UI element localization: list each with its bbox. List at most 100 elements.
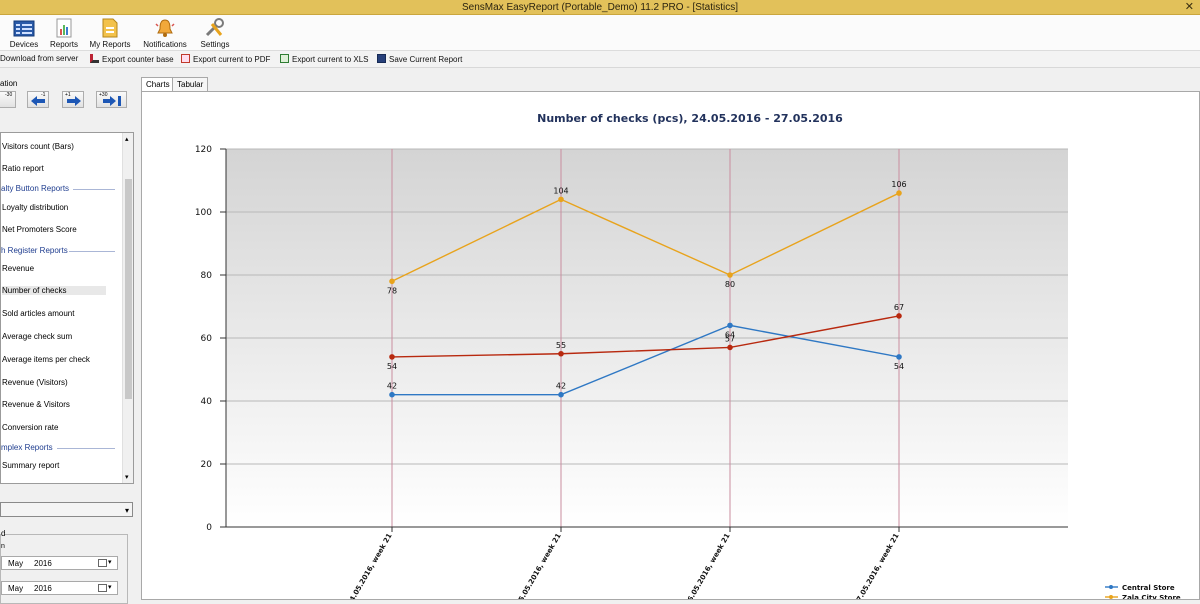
data-label: 42 — [387, 382, 397, 391]
export-xls-button[interactable]: Export current to XLS — [280, 54, 368, 64]
y-tick-label: 100 — [195, 208, 212, 218]
devices-label: Devices — [9, 40, 39, 49]
devices-icon — [13, 20, 35, 37]
title-bar: SensMax EasyReport (Portable_Demo) 11.2 … — [0, 0, 1200, 15]
my-reports-label: My Reports — [89, 40, 131, 49]
x-tick-label: Tue 24.05.2016, week 21 — [338, 532, 394, 599]
report-list[interactable]: Visitors count (Bars) Ratio report alty … — [0, 132, 134, 484]
forward-30-button[interactable]: +30 — [96, 91, 127, 108]
period-group-label: d — [1, 529, 6, 538]
end-date-picker[interactable]: May 2016 ▾ — [1, 581, 118, 595]
my-reports-button[interactable]: My Reports — [87, 15, 133, 51]
data-point[interactable] — [558, 350, 564, 357]
data-point[interactable] — [896, 313, 902, 319]
y-tick-label: 40 — [201, 397, 213, 407]
start-date-picker[interactable]: May 2016 ▾ — [1, 556, 118, 570]
list-item[interactable]: Revenue & Visitors — [2, 400, 70, 409]
export-counter-base-button[interactable]: Export counter base — [90, 54, 174, 64]
series-line — [392, 324, 900, 396]
arrow-left-icon — [31, 96, 45, 106]
export-pdf-button[interactable]: Export current to PDF — [181, 54, 270, 64]
data-point[interactable] — [896, 190, 902, 196]
list-item[interactable]: Summary report — [2, 461, 60, 470]
data-point[interactable] — [727, 344, 733, 351]
y-tick-label: 0 — [206, 523, 212, 533]
period-group: d n May 2016 ▾ May 2016 ▾ — [0, 529, 128, 604]
close-icon[interactable]: ✕ — [1184, 1, 1194, 13]
notifications-label: Notifications — [143, 40, 187, 49]
data-point[interactable] — [389, 278, 395, 285]
arrow-right-icon — [67, 96, 81, 106]
chevron-down-icon[interactable]: ▾ — [108, 559, 112, 566]
scroll-up-icon[interactable]: ▴ — [125, 136, 129, 143]
list-item[interactable]: Conversion rate — [2, 423, 59, 432]
notifications-button[interactable]: Notifications — [139, 15, 191, 51]
x-tick-label: Thu 26.05.2016, week 21 — [675, 532, 732, 599]
y-tick-label: 120 — [195, 145, 212, 155]
list-item[interactable]: Loyalty distribution — [2, 203, 69, 212]
group-divider — [73, 189, 115, 190]
list-item[interactable]: Sold articles amount — [2, 309, 75, 318]
group-divider — [69, 251, 115, 252]
list-item[interactable]: Ratio report — [2, 164, 44, 173]
report-combo[interactable]: ▾ — [0, 502, 133, 517]
legend-marker — [1109, 595, 1113, 599]
data-point[interactable] — [727, 272, 733, 278]
y-tick-label: 80 — [201, 271, 213, 281]
calendar-icon[interactable] — [98, 559, 107, 567]
data-label: 78 — [387, 286, 397, 295]
settings-label: Settings — [200, 40, 230, 49]
x-tick-label: Wed 25.05.2016, week 21 — [505, 532, 563, 599]
line-chart: Number of checks (pcs), 24.05.2016 - 27.… — [195, 112, 1181, 604]
back-1-button[interactable]: -1 — [27, 91, 49, 108]
export-icon — [90, 54, 99, 63]
secondary-toolbar: Download from server Export counter base… — [0, 51, 1200, 68]
settings-icon — [205, 18, 224, 37]
series-group: 42 42 64 54 78 104 80 106 54 55 57 67 — [387, 180, 907, 398]
y-tick-label: 60 — [201, 334, 213, 344]
forward-1-button[interactable]: +1 — [62, 91, 84, 108]
data-label: 67 — [894, 303, 904, 312]
list-item-selected[interactable]: Number of checks — [2, 286, 106, 295]
download-from-server-button[interactable]: Download from server — [0, 54, 79, 63]
list-item[interactable]: Revenue — [2, 264, 35, 273]
navigation-label: ation — [0, 79, 18, 88]
data-point[interactable] — [389, 354, 395, 360]
data-point[interactable] — [896, 354, 902, 360]
pdf-icon — [181, 54, 190, 63]
tab-tabular[interactable]: Tabular — [172, 77, 209, 91]
series-line — [391, 315, 900, 358]
save-icon — [377, 54, 386, 63]
data-point[interactable] — [727, 322, 733, 329]
data-point[interactable] — [558, 391, 564, 398]
save-current-report-button[interactable]: Save Current Report — [377, 54, 462, 64]
list-scrollbar[interactable]: ▴ ▾ — [122, 133, 133, 483]
list-item[interactable]: Visitors count (Bars) — [2, 142, 74, 151]
data-label: 54 — [387, 362, 397, 371]
devices-button[interactable]: Devices — [5, 15, 43, 51]
chart-title: Number of checks (pcs), 24.05.2016 - 27.… — [537, 112, 843, 125]
calendar-icon[interactable] — [98, 584, 107, 592]
data-point[interactable] — [389, 391, 395, 398]
list-group-header: alty Button Reports — [1, 184, 70, 193]
scroll-down-icon[interactable]: ▾ — [125, 474, 129, 481]
chevron-down-icon[interactable]: ▾ — [108, 584, 112, 591]
list-item[interactable]: Revenue (Visitors) — [2, 378, 68, 387]
reports-icon — [56, 18, 72, 38]
settings-button[interactable]: Settings — [197, 15, 233, 51]
series-line — [391, 192, 900, 282]
list-item[interactable]: Average check sum — [2, 332, 73, 341]
chevron-down-icon[interactable]: ▾ — [124, 506, 129, 515]
ribbon: Devices Reports My Reports Notifications… — [0, 15, 1200, 51]
period-sub-label: n — [1, 543, 5, 550]
data-point[interactable] — [558, 196, 564, 203]
back-30-button[interactable]: -30 — [0, 91, 16, 108]
data-label: 106 — [891, 180, 906, 189]
data-label: 57 — [725, 334, 735, 343]
list-item[interactable]: Average items per check — [2, 355, 90, 364]
scrollbar-thumb[interactable] — [125, 179, 132, 399]
tab-charts[interactable]: Charts — [141, 77, 175, 92]
list-item[interactable]: Net Promoters Score — [2, 225, 77, 234]
reports-button[interactable]: Reports — [46, 15, 82, 51]
notifications-icon — [155, 19, 175, 37]
